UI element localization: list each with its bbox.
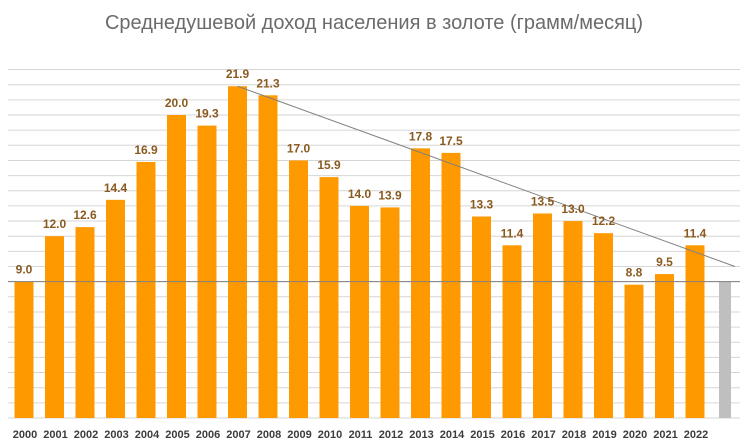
data-label-2010: 15.9	[317, 158, 341, 172]
trend-line	[237, 85, 736, 267]
x-axis-labels: 2000 2001 2002 2003 2004 2005 2006 2007 2008 2009…	[13, 429, 708, 441]
data-label-2016: 11.4	[501, 226, 524, 240]
data-label-2022: 11.4	[684, 226, 707, 240]
bar-2011	[350, 205, 369, 418]
trend-line-group	[237, 85, 736, 267]
data-label-2015: 13.3	[470, 198, 494, 212]
bar-2015	[472, 216, 491, 418]
x-tick-label-2010: 2010	[318, 429, 342, 441]
data-label-2013: 17.8	[409, 129, 433, 143]
x-tick-label-2000: 2000	[13, 429, 37, 441]
bar-2012	[380, 207, 400, 418]
x-tick-label-2008: 2008	[257, 429, 281, 441]
x-tick-label-2007: 2007	[226, 429, 250, 441]
bar-2016	[502, 245, 522, 418]
data-label-2005: 20.0	[165, 96, 189, 110]
bar-2013	[411, 148, 430, 418]
data-label-2000: 9.0	[16, 263, 33, 277]
x-tick-label-2006: 2006	[196, 429, 220, 441]
data-label-2011: 14.0	[348, 187, 372, 201]
bar-2019	[594, 233, 613, 418]
x-tick-label-2016: 2016	[501, 429, 525, 441]
x-tick-label-2004: 2004	[135, 429, 160, 441]
x-tick-label-2002: 2002	[74, 429, 98, 441]
x-tick-label-2001: 2001	[43, 429, 67, 441]
data-label-2004: 16.9	[134, 143, 158, 157]
data-labels: 9.0 12.0 12.6 14.4 16.9 20.0 19.3 21.9 21.3 17.0 1…	[16, 67, 707, 279]
x-tick-label-2003: 2003	[104, 429, 128, 441]
bar-2001	[45, 236, 64, 418]
bar-2009	[289, 160, 308, 418]
data-label-2019: 12.2	[592, 214, 616, 228]
x-tick-label-2021: 2021	[653, 429, 677, 441]
data-label-2009: 17.0	[287, 141, 311, 155]
bar-2006	[197, 125, 217, 418]
chart-title: Среднедушевой доход населения в золоте (…	[105, 12, 643, 34]
data-label-2008: 21.3	[256, 76, 280, 90]
data-label-2021: 9.5	[656, 255, 673, 269]
x-tick-label-2015: 2015	[470, 429, 494, 441]
x-tick-label-2014: 2014	[440, 429, 465, 441]
bar-2022	[685, 245, 705, 418]
bar-2007	[228, 86, 247, 418]
x-tick-label-2012: 2012	[379, 429, 403, 441]
data-label-2018: 13.0	[561, 202, 585, 216]
data-label-2003: 14.4	[104, 181, 128, 195]
data-label-2012: 13.9	[378, 188, 402, 202]
bar-2020	[624, 284, 644, 418]
bar-2002	[75, 227, 95, 418]
x-tick-label-2018: 2018	[562, 429, 586, 441]
x-tick-label-2013: 2013	[409, 429, 433, 441]
x-tick-label-2020: 2020	[623, 429, 647, 441]
data-label-2001: 12.0	[43, 217, 67, 231]
x-tick-label-2017: 2017	[531, 429, 555, 441]
bar-2008	[258, 95, 278, 419]
x-tick-label-2009: 2009	[287, 429, 311, 441]
bar-2003	[106, 199, 125, 418]
data-label-2014: 17.5	[439, 134, 463, 148]
bar-2005	[167, 115, 186, 418]
data-label-2002: 12.6	[73, 208, 97, 222]
bar-2021	[655, 274, 674, 418]
gridlines	[8, 69, 740, 419]
bar-2018	[563, 221, 583, 418]
x-tick-label-2019: 2019	[592, 429, 616, 441]
bar-2010	[319, 177, 339, 418]
bars	[14, 86, 731, 419]
x-tick-label-2005: 2005	[165, 429, 189, 441]
data-label-2020: 8.8	[626, 266, 643, 280]
bar-extra	[719, 281, 731, 418]
bar-2004	[136, 161, 156, 418]
bar-2014	[441, 152, 461, 418]
x-tick-label-2022: 2022	[684, 429, 708, 441]
x-tick-label-2011: 2011	[349, 429, 373, 441]
bar-2000	[14, 281, 34, 418]
data-label-2017: 13.5	[531, 194, 555, 208]
data-label-2007: 21.9	[226, 67, 250, 81]
bar-2017	[533, 213, 552, 418]
data-label-2006: 19.3	[195, 107, 219, 121]
